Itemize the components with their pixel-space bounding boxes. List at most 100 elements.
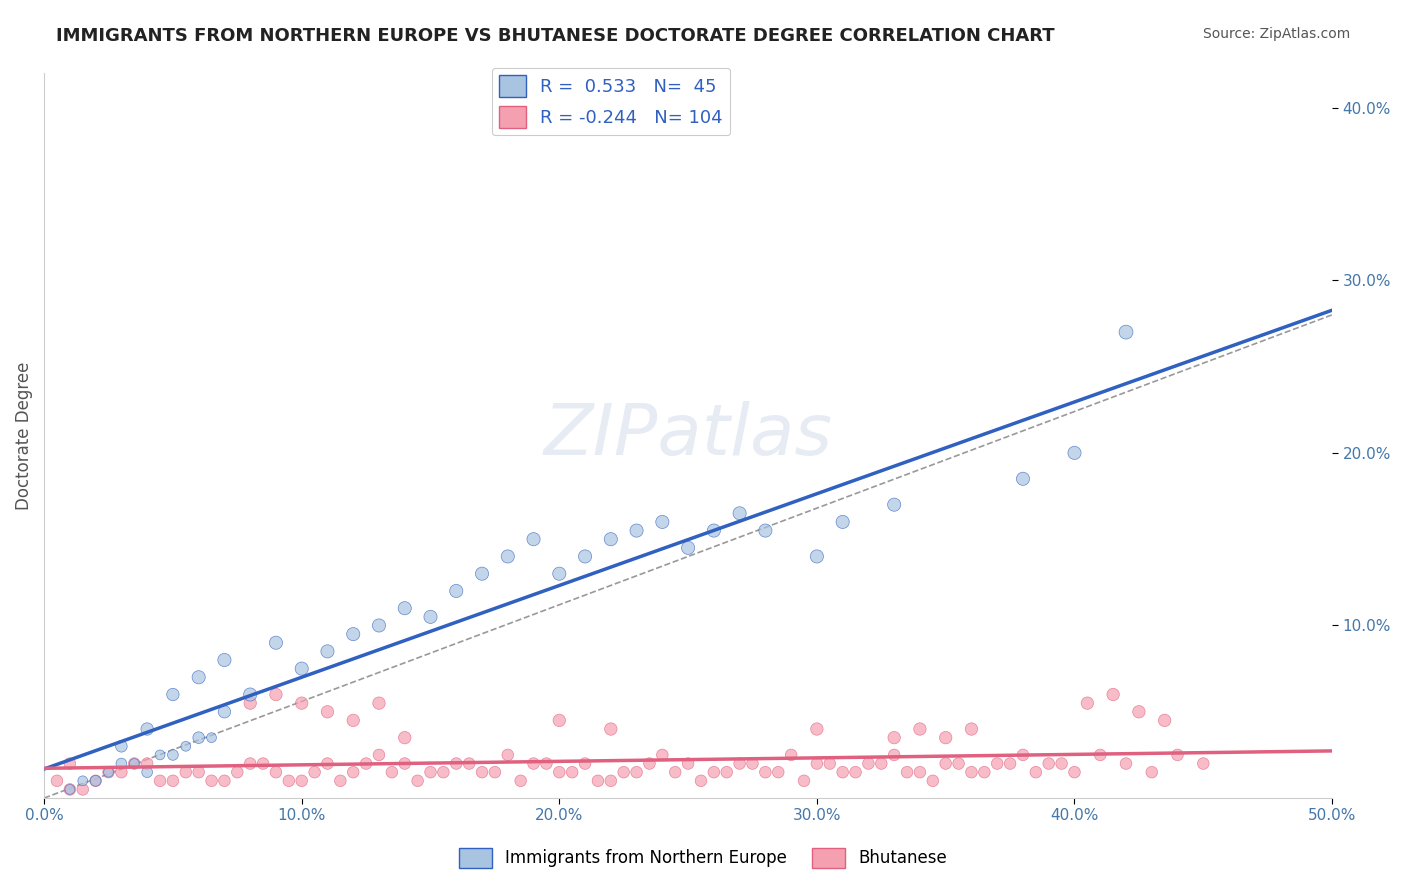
Point — [291, 696, 314, 710]
Point — [214, 705, 236, 719]
Point — [638, 756, 661, 771]
Point — [1140, 765, 1163, 780]
Point — [252, 756, 274, 771]
Point — [200, 731, 222, 745]
Point — [1012, 747, 1035, 762]
Point — [1025, 765, 1047, 780]
Point — [831, 515, 853, 529]
Point — [1050, 756, 1073, 771]
Point — [59, 756, 82, 771]
Point — [935, 756, 957, 771]
Point — [458, 756, 481, 771]
Point — [110, 756, 132, 771]
Point — [509, 773, 531, 788]
Point — [548, 566, 571, 581]
Point — [354, 756, 377, 771]
Point — [136, 765, 159, 780]
Point — [304, 765, 326, 780]
Point — [806, 756, 828, 771]
Point — [110, 739, 132, 754]
Point — [162, 688, 184, 702]
Point — [626, 765, 648, 780]
Point — [960, 722, 983, 736]
Point — [149, 747, 172, 762]
Point — [368, 696, 391, 710]
Point — [381, 765, 404, 780]
Point — [768, 765, 790, 780]
Legend: R =  0.533   N=  45, R = -0.244   N= 104: R = 0.533 N= 45, R = -0.244 N= 104 — [492, 68, 730, 136]
Y-axis label: Doctorate Degree: Doctorate Degree — [15, 361, 32, 510]
Point — [883, 498, 905, 512]
Point — [72, 782, 94, 797]
Point — [844, 765, 866, 780]
Point — [651, 515, 673, 529]
Point — [162, 747, 184, 762]
Point — [883, 731, 905, 745]
Point — [986, 756, 1008, 771]
Point — [226, 765, 249, 780]
Point — [200, 773, 222, 788]
Point — [1115, 325, 1137, 339]
Point — [316, 644, 339, 658]
Point — [264, 636, 287, 650]
Point — [471, 566, 494, 581]
Point — [599, 722, 621, 736]
Point — [368, 618, 391, 632]
Point — [72, 773, 94, 788]
Point — [1167, 747, 1189, 762]
Point — [536, 756, 558, 771]
Point — [973, 765, 995, 780]
Point — [754, 765, 776, 780]
Point — [896, 765, 918, 780]
Point — [368, 747, 391, 762]
Point — [484, 765, 506, 780]
Point — [806, 549, 828, 564]
Point — [162, 773, 184, 788]
Point — [446, 756, 468, 771]
Point — [1102, 688, 1125, 702]
Point — [149, 773, 172, 788]
Point — [1153, 714, 1175, 728]
Point — [419, 610, 441, 624]
Point — [187, 670, 209, 684]
Point — [998, 756, 1021, 771]
Text: ZIPatlas: ZIPatlas — [544, 401, 832, 470]
Point — [690, 773, 713, 788]
Point — [1063, 765, 1085, 780]
Point — [277, 773, 299, 788]
Point — [793, 773, 815, 788]
Point — [419, 765, 441, 780]
Point — [870, 756, 893, 771]
Point — [1063, 446, 1085, 460]
Point — [613, 765, 636, 780]
Point — [84, 773, 107, 788]
Point — [676, 756, 699, 771]
Point — [548, 765, 571, 780]
Point — [329, 773, 352, 788]
Point — [97, 765, 120, 780]
Point — [1115, 756, 1137, 771]
Point — [342, 627, 364, 641]
Point — [561, 765, 583, 780]
Point — [908, 722, 931, 736]
Point — [239, 696, 262, 710]
Point — [921, 773, 943, 788]
Point — [806, 722, 828, 736]
Point — [676, 541, 699, 555]
Point — [858, 756, 880, 771]
Point — [1090, 747, 1112, 762]
Point — [574, 549, 596, 564]
Point — [239, 756, 262, 771]
Point — [291, 662, 314, 676]
Point — [548, 714, 571, 728]
Point — [574, 756, 596, 771]
Point — [651, 747, 673, 762]
Point — [522, 756, 544, 771]
Point — [1076, 696, 1098, 710]
Legend: Immigrants from Northern Europe, Bhutanese: Immigrants from Northern Europe, Bhutane… — [451, 841, 955, 875]
Point — [264, 765, 287, 780]
Point — [187, 731, 209, 745]
Point — [703, 524, 725, 538]
Point — [122, 756, 145, 771]
Point — [908, 765, 931, 780]
